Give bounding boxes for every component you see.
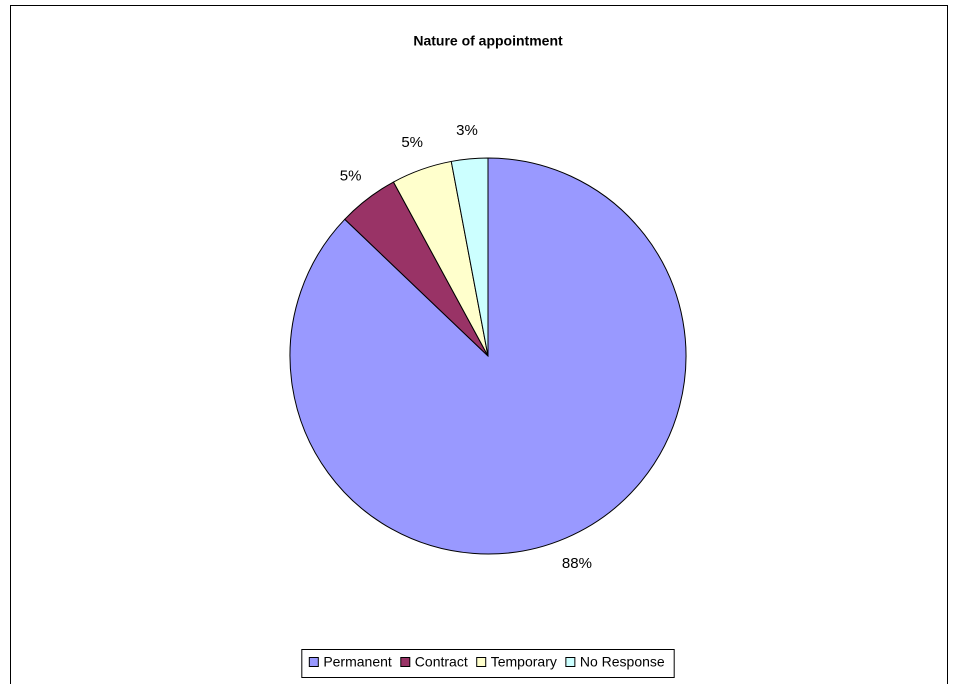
legend-label: Contract bbox=[415, 654, 468, 670]
legend: Permanent Contract Temporary No Response bbox=[301, 649, 675, 678]
data-label: 88% bbox=[562, 555, 592, 572]
legend-swatch bbox=[400, 657, 411, 667]
pie-slice bbox=[450, 157, 489, 357]
data-label: 3% bbox=[456, 122, 478, 139]
data-label-value: 5 bbox=[401, 134, 409, 151]
legend-swatch bbox=[565, 657, 576, 667]
data-label-value: 5 bbox=[340, 167, 348, 184]
data-label-unit: % bbox=[464, 122, 477, 139]
pie-slice bbox=[289, 157, 687, 555]
legend-label: No Response bbox=[580, 654, 665, 670]
data-label-value: 3 bbox=[456, 122, 464, 139]
legend-swatch bbox=[308, 657, 319, 667]
legend-box bbox=[301, 649, 675, 678]
data-label: 5% bbox=[401, 134, 423, 151]
data-label-value: 88 bbox=[562, 555, 579, 572]
data-label-unit: % bbox=[579, 555, 592, 572]
legend-swatch bbox=[476, 657, 487, 667]
data-label-unit: % bbox=[348, 167, 361, 184]
legend-label: Temporary bbox=[491, 654, 557, 670]
data-label: 5% bbox=[340, 167, 362, 184]
chart-title: Nature of appointment bbox=[413, 33, 563, 49]
data-label-unit: % bbox=[410, 134, 423, 151]
legend-label: Permanent bbox=[323, 654, 392, 670]
